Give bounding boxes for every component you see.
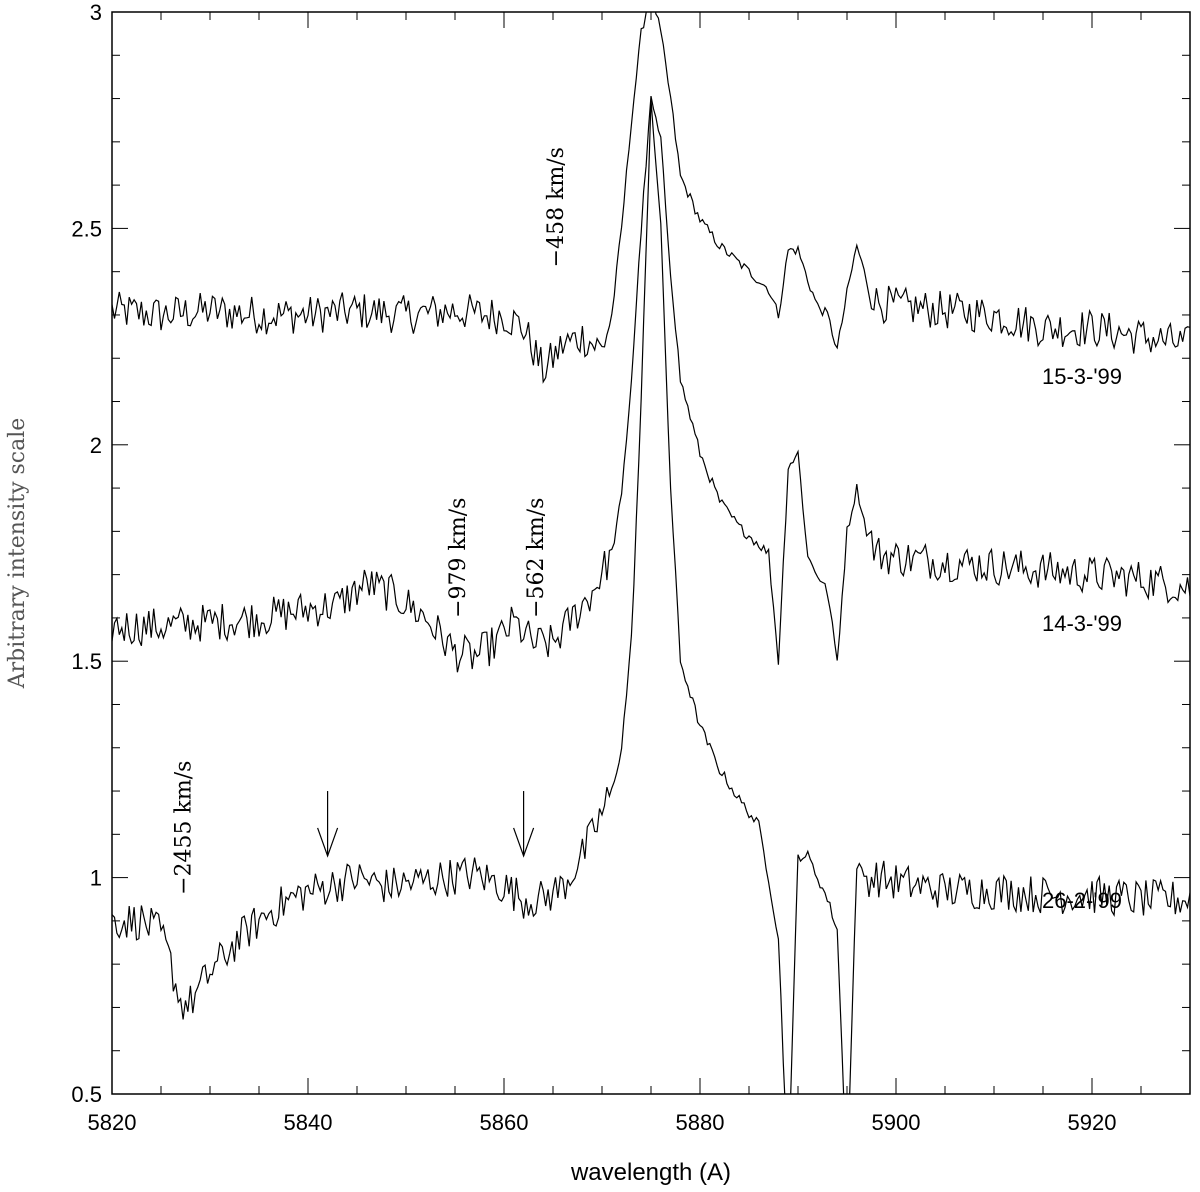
y-tick-label: 0.5 <box>71 1082 102 1107</box>
x-tick-label: 5860 <box>480 1110 529 1135</box>
x-tick-label: 5820 <box>88 1110 137 1135</box>
velocity-annotation: −562 km/s <box>524 498 549 618</box>
series-line <box>112 95 1190 673</box>
tick-labels: 5820 5840 5860 5880 5900 5920 0.5 1 1.5 2 2.5 3 <box>71 0 1116 1135</box>
x-tick-label: 5900 <box>872 1110 921 1135</box>
series-date-label: 14-3-'99 <box>1042 611 1122 636</box>
series-date-label: 26-2-'99 <box>1042 888 1122 913</box>
y-tick-label: 1 <box>90 866 102 891</box>
plot-frame <box>111 11 1191 1095</box>
arrows <box>317 791 535 858</box>
y-tick-label: 2 <box>90 433 102 458</box>
x-axis-label: wavelength (A) <box>570 1159 731 1186</box>
annotations: −458 km/s −979 km/s −562 km/s −2455 km/s <box>171 147 568 895</box>
series-line <box>112 99 1190 1094</box>
y-tick-label: 1.5 <box>71 649 102 674</box>
y-axis-label: Arbitrary intensity scale <box>5 418 30 690</box>
x-tick-label: 5920 <box>1068 1110 1117 1135</box>
y-tick-label: 2.5 <box>71 216 102 241</box>
y-tick-label: 3 <box>90 0 102 25</box>
velocity-annotation: −979 km/s <box>446 498 471 618</box>
series-lines <box>112 12 1190 1094</box>
velocity-annotation: −458 km/s <box>544 147 569 267</box>
velocity-annotation: −2455 km/s <box>171 761 196 895</box>
series-line <box>112 12 1190 384</box>
series-date-label: 15-3-'99 <box>1042 364 1122 389</box>
x-tick-label: 5840 <box>284 1110 333 1135</box>
arrow-head <box>513 827 535 858</box>
x-tick-label: 5880 <box>676 1110 725 1135</box>
series-labels: 15-3-'99 14-3-'99 26-2-'99 <box>1042 364 1122 913</box>
axis-ticks <box>111 11 1191 1095</box>
arrow-head <box>317 827 339 858</box>
